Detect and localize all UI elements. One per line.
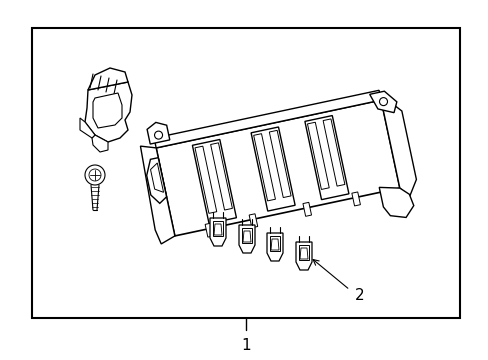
Polygon shape bbox=[249, 214, 257, 228]
Polygon shape bbox=[140, 146, 175, 244]
Polygon shape bbox=[192, 139, 236, 224]
Polygon shape bbox=[150, 163, 163, 192]
Polygon shape bbox=[266, 233, 283, 261]
Polygon shape bbox=[269, 130, 290, 198]
Polygon shape bbox=[299, 248, 307, 259]
Polygon shape bbox=[154, 90, 380, 148]
Text: 2: 2 bbox=[354, 288, 364, 302]
Circle shape bbox=[379, 98, 386, 105]
Polygon shape bbox=[369, 91, 396, 113]
Polygon shape bbox=[147, 122, 169, 144]
Polygon shape bbox=[307, 122, 328, 189]
Polygon shape bbox=[380, 100, 416, 196]
Polygon shape bbox=[88, 68, 128, 90]
Polygon shape bbox=[295, 242, 311, 270]
Polygon shape bbox=[156, 100, 399, 236]
Polygon shape bbox=[195, 146, 216, 213]
Polygon shape bbox=[303, 202, 311, 216]
Circle shape bbox=[89, 169, 101, 181]
Polygon shape bbox=[92, 135, 108, 152]
Polygon shape bbox=[250, 127, 295, 211]
Polygon shape bbox=[305, 116, 348, 200]
Polygon shape bbox=[253, 134, 275, 201]
Polygon shape bbox=[204, 223, 213, 237]
Polygon shape bbox=[146, 158, 166, 203]
Polygon shape bbox=[210, 143, 232, 210]
Polygon shape bbox=[93, 93, 122, 128]
Polygon shape bbox=[32, 28, 459, 318]
Polygon shape bbox=[209, 218, 225, 246]
Polygon shape bbox=[242, 228, 251, 243]
Circle shape bbox=[85, 165, 105, 185]
Polygon shape bbox=[239, 225, 254, 253]
Polygon shape bbox=[214, 224, 222, 235]
Polygon shape bbox=[80, 118, 95, 138]
Polygon shape bbox=[351, 192, 360, 206]
Polygon shape bbox=[213, 221, 223, 236]
Text: 1: 1 bbox=[241, 338, 250, 352]
Polygon shape bbox=[85, 82, 132, 142]
Polygon shape bbox=[243, 231, 250, 242]
Polygon shape bbox=[379, 187, 413, 217]
Polygon shape bbox=[298, 245, 308, 260]
Circle shape bbox=[154, 131, 162, 139]
Polygon shape bbox=[269, 236, 280, 251]
Polygon shape bbox=[270, 239, 279, 250]
Polygon shape bbox=[323, 119, 344, 186]
